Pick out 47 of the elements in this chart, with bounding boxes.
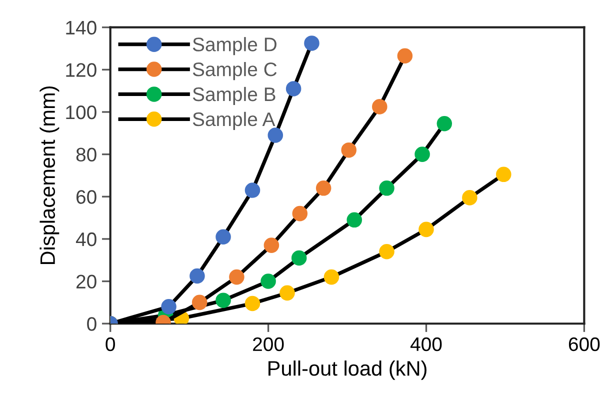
x-tick-label: 200 (253, 337, 284, 352)
legend-label: Sample C (192, 62, 277, 80)
point (496, 166, 512, 182)
y-tick-label: 40 (76, 232, 96, 246)
point (216, 292, 231, 308)
point (324, 269, 340, 285)
point (304, 36, 320, 51)
x-tick-label: 400 (410, 337, 442, 352)
point (316, 180, 332, 196)
y-tick-label: 140 (66, 20, 96, 35)
point (346, 212, 362, 228)
point (286, 81, 302, 96)
legend-label: Sample D (192, 37, 276, 56)
point (244, 182, 260, 198)
y-tick-label: 60 (76, 190, 96, 204)
y-tick-label: 80 (76, 148, 96, 162)
point (341, 142, 356, 158)
point (190, 268, 205, 284)
y-axis-title: Displacement (mm) (40, 86, 60, 264)
x-tick-label: 0 (106, 337, 115, 352)
x-axis-title: Pull-out load (kN) (268, 360, 426, 380)
y-tick-label: 100 (66, 105, 96, 120)
point (397, 48, 413, 64)
point (414, 146, 430, 162)
legend-label: Sample A (192, 112, 276, 130)
point (260, 274, 276, 289)
point (244, 296, 260, 312)
legend-label: Sample B (192, 86, 276, 106)
point (161, 299, 176, 314)
point (264, 238, 280, 253)
x-tick-label: 600 (568, 337, 600, 352)
point (229, 269, 244, 285)
point (268, 128, 284, 143)
y-tick-label: 20 (76, 274, 96, 289)
y-tick-label: 120 (66, 63, 96, 77)
point (379, 244, 394, 260)
point (372, 99, 388, 114)
point (192, 294, 208, 310)
point (280, 285, 295, 301)
point (436, 116, 452, 132)
point (291, 250, 307, 266)
point (462, 190, 478, 206)
point (379, 180, 394, 196)
point (418, 222, 434, 238)
point (292, 206, 308, 222)
y-tick-label: 0 (87, 317, 96, 331)
point (216, 229, 231, 244)
